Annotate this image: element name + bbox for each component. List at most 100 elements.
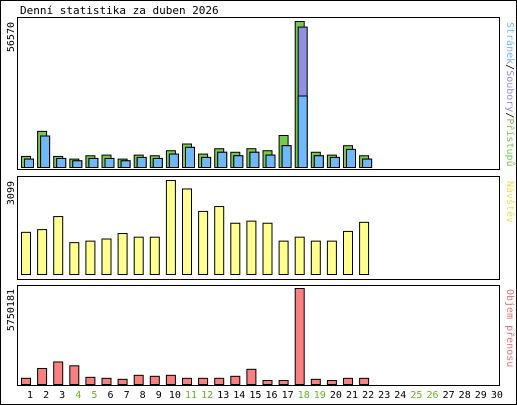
bar-volume-day-8 — [133, 374, 144, 386]
day-label-15: 15 — [249, 390, 261, 401]
bar-visits-day-12 — [198, 210, 209, 275]
bar-visits-day-4 — [69, 242, 80, 275]
day-label-16: 16 — [265, 390, 277, 401]
max-value-label-visits: 3099 — [6, 181, 17, 205]
bar-volume-day-3 — [53, 361, 64, 385]
bar-volume-day-21 — [343, 377, 353, 386]
bar-visits-day-21 — [343, 230, 353, 275]
day-label-1: 1 — [27, 390, 33, 401]
bar-pages-day-2 — [40, 135, 51, 169]
bar-pages-day-7 — [120, 160, 131, 169]
bar-pages-day-3 — [56, 157, 67, 169]
bar-pages-day-14 — [233, 155, 244, 168]
bar-volume-day-17 — [278, 379, 289, 385]
bar-volume-day-1 — [21, 377, 31, 386]
day-label-29: 29 — [475, 390, 487, 401]
bar-visits-day-16 — [262, 222, 273, 275]
day-label-18: 18 — [298, 390, 310, 401]
bar-volume-day-7 — [117, 378, 128, 386]
bar-volume-day-13 — [214, 377, 225, 386]
bar-volume-day-6 — [101, 377, 112, 386]
bar-volume-day-9 — [149, 375, 160, 386]
bar-pages-day-16 — [265, 154, 276, 168]
day-label-24: 24 — [394, 390, 406, 401]
bar-visits-day-2 — [37, 229, 48, 275]
bar-volume-day-19 — [310, 378, 321, 386]
day-label-6: 6 — [107, 390, 113, 401]
legend-label-volume: Objem přenosu — [504, 289, 516, 367]
bar-pages-day-8 — [136, 156, 147, 169]
bar-volume-day-4 — [69, 365, 80, 385]
bar-visits-day-5 — [85, 240, 96, 275]
legend-label-hits-files-pages: Stránek/Soubory/Přístupů — [504, 22, 516, 167]
day-label-5: 5 — [91, 390, 97, 401]
bar-volume-day-14 — [230, 375, 241, 386]
bar-visits-day-18 — [294, 236, 305, 275]
bar-volume-day-16 — [262, 379, 273, 385]
bar-visits-day-15 — [246, 220, 257, 275]
day-label-3: 3 — [59, 390, 65, 401]
day-label-14: 14 — [233, 390, 245, 401]
chart-title: Denní statistika za duben 2026 — [20, 4, 219, 17]
day-label-7: 7 — [124, 390, 130, 401]
bar-pages-day-19 — [313, 155, 324, 168]
bar-pages-day-11 — [185, 146, 195, 168]
bar-visits-day-14 — [230, 222, 241, 275]
bar-pages-day-5 — [88, 157, 99, 169]
bar-pages-day-17 — [281, 145, 292, 168]
bar-pages-day-13 — [217, 151, 228, 168]
bar-visits-day-7 — [117, 233, 128, 275]
bar-volume-day-22 — [359, 377, 370, 386]
day-label-22: 22 — [362, 390, 374, 401]
day-label-23: 23 — [378, 390, 390, 401]
day-label-27: 27 — [443, 390, 455, 401]
legend-label-visits: Návštěv — [504, 181, 516, 223]
day-label-20: 20 — [330, 390, 342, 401]
bar-pages-day-20 — [329, 156, 340, 169]
bar-visits-day-8 — [133, 236, 144, 275]
day-label-4: 4 — [75, 390, 81, 401]
bar-pages-day-1 — [24, 158, 34, 169]
day-label-28: 28 — [459, 390, 471, 401]
bar-visits-day-11 — [182, 188, 192, 275]
chart-panel-volume — [17, 285, 500, 386]
bar-pages-day-9 — [152, 157, 163, 169]
bar-pages-day-6 — [104, 157, 115, 169]
bar-volume-day-5 — [85, 376, 96, 386]
bar-volume-day-2 — [37, 367, 48, 386]
day-label-19: 19 — [314, 390, 326, 401]
bar-pages-day-21 — [346, 148, 356, 168]
bar-pages-day-4 — [72, 160, 83, 169]
day-label-13: 13 — [217, 390, 229, 401]
bar-visits-day-17 — [278, 240, 289, 275]
day-label-12: 12 — [201, 390, 213, 401]
day-label-25: 25 — [410, 390, 422, 401]
bar-pages-day-22 — [362, 158, 373, 169]
bar-visits-day-13 — [214, 206, 225, 275]
day-label-17: 17 — [282, 390, 294, 401]
bar-visits-day-3 — [53, 216, 64, 276]
bar-volume-day-18 — [294, 288, 305, 385]
bar-visits-day-20 — [326, 240, 337, 275]
bar-pages-day-10 — [168, 153, 179, 168]
bar-volume-day-11 — [182, 377, 192, 386]
chart-panel-visits — [17, 176, 500, 280]
day-label-8: 8 — [140, 390, 146, 401]
bar-visits-day-6 — [101, 238, 112, 276]
bar-volume-day-15 — [246, 368, 257, 385]
bar-volume-day-12 — [198, 377, 209, 386]
day-label-21: 21 — [346, 390, 358, 401]
day-label-9: 9 — [156, 390, 162, 401]
max-value-label-hits-files-pages: 56570 — [6, 22, 17, 52]
bar-pages-day-12 — [201, 156, 212, 169]
day-label-11: 11 — [185, 390, 197, 401]
bar-pages-day-18 — [297, 95, 308, 168]
bar-visits-day-19 — [310, 240, 321, 275]
day-label-2: 2 — [43, 390, 49, 401]
day-label-30: 30 — [491, 390, 503, 401]
bar-pages-day-15 — [249, 151, 260, 168]
bar-volume-day-10 — [165, 374, 176, 386]
bar-volume-day-20 — [326, 379, 337, 385]
chart-panel-hits-files-pages — [17, 17, 500, 170]
